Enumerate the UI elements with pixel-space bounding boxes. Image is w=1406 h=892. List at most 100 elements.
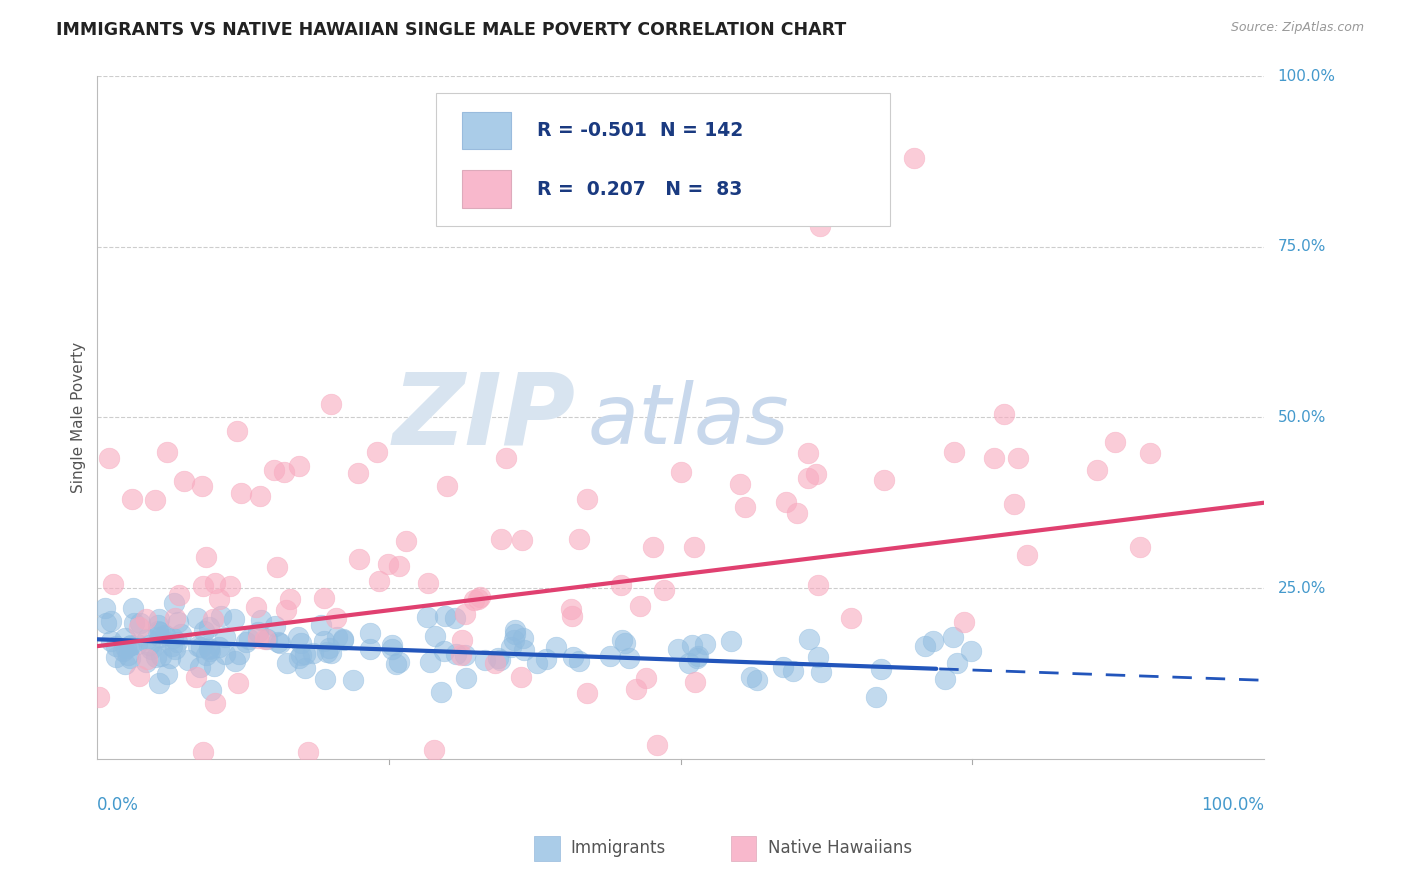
Point bbox=[1002, 497, 1025, 511]
Point bbox=[454, 607, 477, 622]
Point bbox=[288, 458, 311, 473]
Point bbox=[294, 661, 316, 675]
Point bbox=[395, 534, 418, 549]
Point bbox=[385, 657, 408, 672]
Point bbox=[188, 660, 211, 674]
Point bbox=[463, 592, 485, 607]
Point bbox=[645, 738, 668, 752]
Point bbox=[114, 641, 136, 656]
Point bbox=[167, 588, 190, 602]
FancyBboxPatch shape bbox=[463, 170, 512, 208]
Point bbox=[163, 596, 186, 610]
Point bbox=[740, 670, 762, 684]
Point bbox=[226, 424, 249, 438]
Point bbox=[669, 465, 692, 479]
Point bbox=[149, 624, 172, 639]
Point bbox=[200, 683, 222, 698]
Point bbox=[315, 645, 337, 659]
Point bbox=[246, 631, 269, 645]
Point bbox=[641, 540, 664, 554]
Point bbox=[280, 592, 302, 607]
Point bbox=[231, 485, 253, 500]
Point bbox=[576, 492, 599, 507]
FancyBboxPatch shape bbox=[463, 112, 512, 149]
Point bbox=[873, 474, 896, 488]
Point bbox=[162, 632, 184, 646]
Point bbox=[186, 670, 208, 684]
Point bbox=[418, 655, 440, 669]
Point bbox=[491, 532, 513, 546]
Point bbox=[143, 492, 166, 507]
Point bbox=[454, 671, 477, 685]
Point bbox=[87, 690, 110, 704]
Point bbox=[683, 675, 706, 690]
Point bbox=[388, 559, 411, 574]
Point bbox=[247, 625, 270, 640]
Point bbox=[167, 615, 190, 629]
Point bbox=[326, 630, 349, 644]
Point bbox=[254, 632, 277, 647]
Text: Native Hawaiians: Native Hawaiians bbox=[768, 839, 912, 857]
Point bbox=[114, 657, 136, 672]
Point bbox=[869, 662, 891, 676]
Point bbox=[125, 637, 148, 651]
Point bbox=[163, 642, 186, 657]
Point bbox=[332, 632, 354, 646]
Point bbox=[526, 657, 548, 671]
Point bbox=[173, 474, 195, 488]
Point bbox=[576, 686, 599, 700]
Text: R =  0.207   N =  83: R = 0.207 N = 83 bbox=[537, 179, 742, 199]
Point bbox=[617, 651, 640, 665]
Point bbox=[290, 636, 312, 650]
Point bbox=[208, 591, 231, 606]
Point bbox=[263, 619, 285, 633]
Point bbox=[666, 641, 689, 656]
Point bbox=[94, 601, 117, 615]
Point bbox=[807, 650, 830, 665]
Point bbox=[807, 577, 830, 591]
Point bbox=[1085, 463, 1108, 477]
Point bbox=[474, 653, 496, 667]
Point bbox=[197, 641, 219, 656]
Point bbox=[319, 646, 342, 660]
Point bbox=[368, 574, 391, 588]
Point bbox=[634, 671, 657, 685]
Point bbox=[314, 634, 336, 648]
Point bbox=[153, 628, 176, 642]
FancyBboxPatch shape bbox=[436, 93, 890, 227]
Point bbox=[146, 624, 169, 638]
Point bbox=[266, 560, 288, 574]
Point bbox=[121, 492, 143, 507]
Point bbox=[1139, 446, 1161, 460]
Point bbox=[685, 651, 707, 665]
Point bbox=[682, 541, 704, 555]
Point bbox=[450, 648, 472, 663]
Point bbox=[544, 640, 567, 655]
Point bbox=[610, 578, 633, 592]
Point bbox=[799, 632, 821, 647]
Point bbox=[797, 471, 820, 485]
Point bbox=[959, 644, 981, 658]
Point bbox=[224, 654, 246, 668]
Point bbox=[377, 557, 399, 571]
Point bbox=[195, 648, 218, 662]
Point bbox=[325, 611, 347, 625]
Point bbox=[148, 612, 170, 626]
Text: IMMIGRANTS VS NATIVE HAWAIIAN SINGLE MALE POVERTY CORRELATION CHART: IMMIGRANTS VS NATIVE HAWAIIAN SINGLE MAL… bbox=[56, 21, 846, 38]
Point bbox=[418, 575, 440, 590]
Point bbox=[841, 611, 863, 625]
Point bbox=[198, 644, 221, 658]
Point bbox=[294, 647, 316, 661]
Point bbox=[423, 629, 446, 643]
Point bbox=[222, 612, 245, 626]
Point bbox=[381, 641, 404, 656]
Point bbox=[688, 649, 710, 664]
Point bbox=[149, 630, 172, 644]
Point bbox=[118, 639, 141, 653]
Point bbox=[235, 635, 257, 649]
Point bbox=[561, 650, 583, 665]
Point bbox=[103, 577, 125, 591]
Point bbox=[865, 690, 887, 704]
Point bbox=[486, 650, 509, 665]
Point bbox=[730, 476, 752, 491]
